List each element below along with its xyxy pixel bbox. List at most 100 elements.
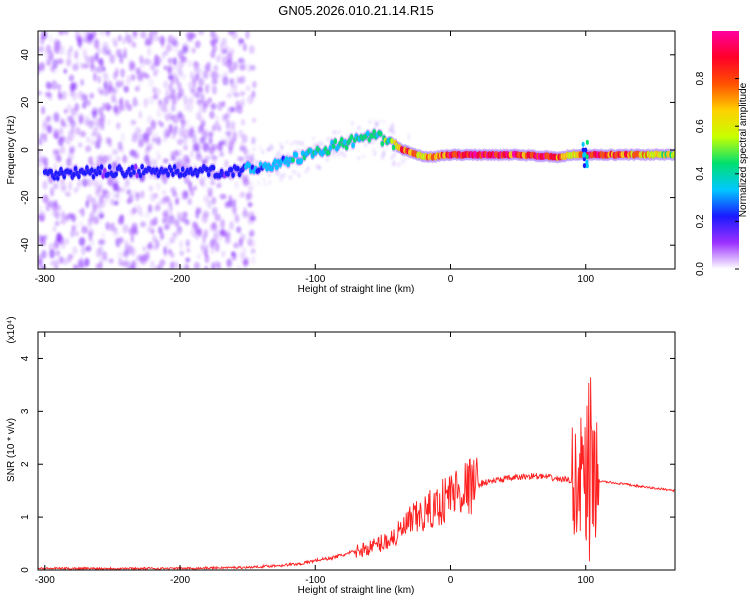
snr-x-tick-label: -100 <box>305 575 325 586</box>
spectrogram-noise-blob <box>172 40 179 48</box>
spectrogram-noise-blob <box>176 225 183 235</box>
spectrogram-noise-blob <box>72 246 78 255</box>
spectrogram-noise-blob <box>84 119 91 127</box>
spectrogram-noise-blob <box>227 31 235 36</box>
spectrogram-noise-blob <box>149 260 155 269</box>
spectrogram-noise-blob <box>130 73 136 81</box>
spectrogram-noise-blob <box>277 150 281 155</box>
spectrogram-noise-blob <box>85 145 92 153</box>
spectrogram-ridge-cell <box>331 143 336 150</box>
spectrogram-ridge-cell <box>180 166 185 173</box>
spectrogram-x-ticks: -300 -200 -100 0 100 <box>35 31 595 285</box>
spectrogram-noise-blob <box>65 59 72 68</box>
spectrogram-noise-blob <box>164 242 171 249</box>
spectrogram-noise-blob <box>176 211 182 220</box>
spectrogram-noise-blob <box>97 75 102 84</box>
spectrogram-noise-blob <box>154 205 161 212</box>
figure-title: GN05.2026.010.21.14.R15 <box>278 3 433 18</box>
spectrogram-noise-blob <box>148 185 154 192</box>
spectrogram-noise-blob <box>137 81 142 88</box>
spectrogram-noise-blob <box>71 222 78 232</box>
spectrogram-noise-blob <box>242 175 248 183</box>
spectrogram-ridge-cell <box>326 149 331 156</box>
spectrogram-y-tick-label: -20 <box>20 190 31 205</box>
spectrogram-spike-cell <box>581 147 585 153</box>
spectrogram-noise-blob <box>176 138 183 146</box>
spectrogram-noise-blob <box>106 177 112 186</box>
spectrogram-noise-blob <box>57 256 62 265</box>
spectrogram-ridge-cell <box>73 165 78 172</box>
spectrogram-ridge-cell <box>236 165 240 172</box>
spectrogram-noise-blob <box>95 45 102 52</box>
spectrogram-noise-blob <box>177 92 182 100</box>
colorbar: 0.0 0.2 0.4 0.6 0.8 Normalized spectral ampl… <box>695 31 749 276</box>
spectrogram-ridge-cell <box>206 171 211 178</box>
spectrogram-ridge-cell <box>247 162 252 169</box>
spectrogram-noise-blob <box>267 172 271 178</box>
spectrogram-ridge-cell <box>229 166 234 173</box>
spectrogram-noise-blob <box>154 265 159 269</box>
spectrogram-noise-blob <box>103 87 109 97</box>
spectrogram-noise-blob <box>113 98 118 104</box>
spectrogram-noise-blob <box>136 266 141 269</box>
spectrogram-noise-blob <box>239 90 246 97</box>
spectrogram-noise-blob <box>311 136 315 141</box>
spectrogram-noise-blob <box>222 71 228 80</box>
snr-y-tick-label: 4 <box>20 355 31 361</box>
spectrogram-noise-blob <box>202 100 210 108</box>
spectrogram-noise-blob <box>162 212 168 222</box>
spectrogram-ridge-cell <box>98 169 102 176</box>
spectrogram-noise-blob <box>112 230 120 237</box>
spectrogram-noise-blob <box>81 225 88 234</box>
spectrogram-noise-blob <box>117 34 122 42</box>
spectrogram-noise-blob <box>144 211 150 219</box>
spectrogram-noise-blob <box>59 127 64 136</box>
spectrogram-noise-blob <box>227 92 234 98</box>
spectrogram-noise-blob <box>232 198 237 208</box>
spectrogram-noise-blob <box>63 68 68 74</box>
spectrogram-spike-cell <box>585 159 589 165</box>
spectrogram-noise-blob <box>368 119 372 124</box>
spectrogram-noise-blob <box>65 237 70 245</box>
spectrogram-noise-blob <box>145 134 150 142</box>
spectrogram-noise-blob <box>183 101 189 111</box>
spectrogram-noise-blob <box>194 40 201 49</box>
spectrogram-noise-blob <box>48 242 54 252</box>
spectrogram-noise-blob <box>172 57 177 66</box>
spectrogram-noise-blob <box>217 261 221 269</box>
spectrogram-noise-blob <box>53 111 60 119</box>
spectrogram-ridge-cell <box>179 171 183 178</box>
spectrogram-noise-blob <box>74 59 81 69</box>
spectrogram-noise-blob <box>242 210 249 218</box>
spectrogram-noise-blob <box>118 258 123 267</box>
spectrogram-noise-blob <box>148 96 155 105</box>
spectrogram-noise-blob <box>104 46 111 55</box>
spectrogram-noise-blob <box>209 152 215 159</box>
spectrogram-noise-blob <box>378 119 382 124</box>
colorbar-tick-label: 0.0 <box>695 262 706 276</box>
spectrogram-noise-blob <box>248 232 254 238</box>
spectrogram-noise-blob <box>388 128 392 133</box>
spectrogram-noise-blob <box>120 132 126 143</box>
spectrogram-noise-blob <box>99 259 103 269</box>
spectrogram-noise-blob <box>372 147 376 152</box>
spectrogram-noise-blob <box>153 54 159 63</box>
spectrogram-ridge-cell <box>176 168 180 175</box>
spectrogram-noise-blob <box>208 82 213 89</box>
spectrogram-noise-blob <box>211 44 218 53</box>
spectrogram-noise-blob <box>364 142 368 148</box>
spectrogram-ridge-cell <box>127 166 131 173</box>
spectrogram-noise-blob <box>230 250 236 257</box>
spectrogram-noise-blob <box>63 108 68 114</box>
spectrogram-noise-blob <box>231 64 238 73</box>
spectrogram-noise-blob <box>196 253 202 260</box>
spectrogram-noise-blob <box>184 263 190 269</box>
spectrogram-noise-blob <box>137 134 144 141</box>
spectrogram-ridge-cell <box>211 164 216 171</box>
spectrogram-noise-blob <box>105 31 111 37</box>
spectrogram-noise-blob <box>213 121 220 131</box>
spectrogram-noise-blob <box>65 136 71 146</box>
spectrogram-noise-blob <box>332 130 336 135</box>
spectrogram-noise-blob <box>124 239 129 248</box>
spectrogram-ridge-cell <box>672 150 675 158</box>
